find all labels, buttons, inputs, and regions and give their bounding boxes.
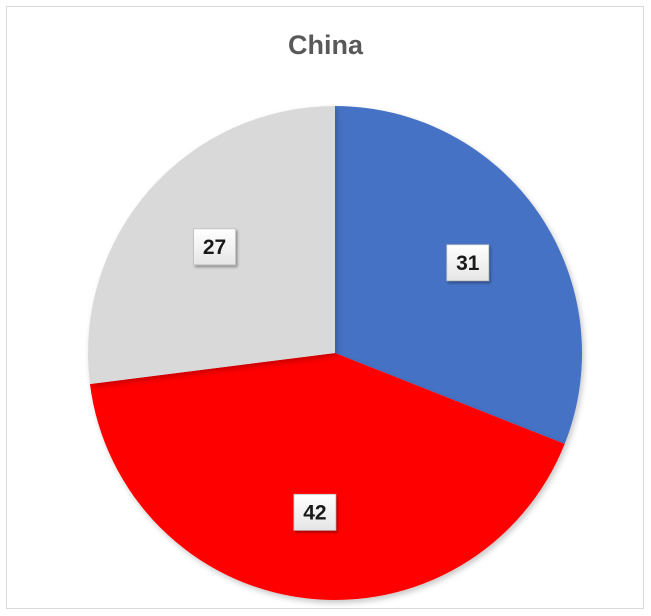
chart-title: China <box>287 30 363 60</box>
data-label-box <box>193 228 236 266</box>
data-label: 31 <box>446 244 490 282</box>
data-label-value: 42 <box>303 501 326 524</box>
pie-slices <box>87 105 582 600</box>
pie-slice <box>89 353 565 600</box>
data-label: 27 <box>193 228 236 266</box>
data-label-value: 27 <box>203 236 226 259</box>
data-label-value: 31 <box>456 252 480 275</box>
pie-data-labels: 31 42 27 <box>193 228 490 531</box>
data-label: 42 <box>293 493 337 531</box>
data-label-box <box>293 493 337 531</box>
data-label-box <box>446 244 490 282</box>
